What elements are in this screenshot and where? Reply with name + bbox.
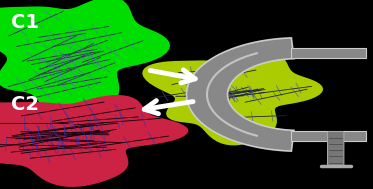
Polygon shape (142, 53, 323, 145)
Polygon shape (291, 48, 366, 58)
Polygon shape (0, 0, 170, 122)
Polygon shape (291, 131, 366, 141)
Polygon shape (186, 38, 294, 151)
Polygon shape (0, 95, 188, 187)
Text: C2: C2 (11, 94, 39, 114)
Text: C1: C1 (11, 13, 39, 32)
FancyBboxPatch shape (327, 132, 344, 167)
